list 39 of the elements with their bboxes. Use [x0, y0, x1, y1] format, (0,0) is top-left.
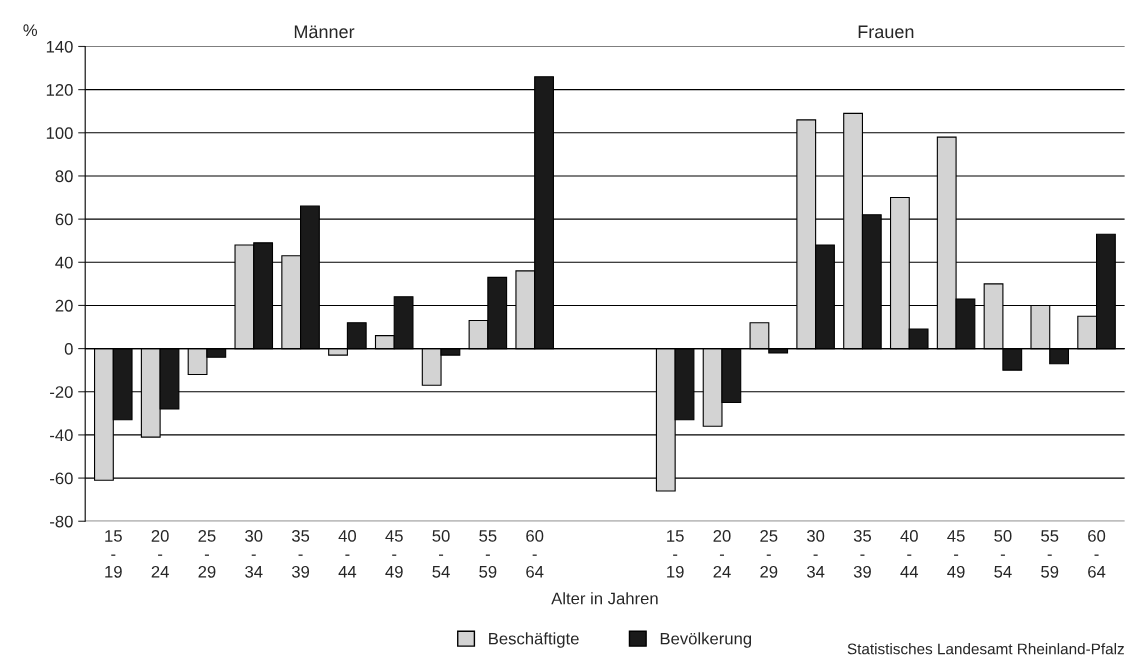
x-tick-label: 20 - 24 [151, 530, 169, 578]
x-tick-label: 60 - 64 [1088, 530, 1106, 578]
y-tick-label: -20 [50, 386, 73, 398]
text: Frauen [858, 25, 914, 39]
y-axis-title: % [23, 24, 38, 36]
y-tick-label: -60 [50, 472, 73, 485]
x-tick-label: 45 - 49 [385, 530, 403, 578]
x-tick-label: 50 - 54 [432, 530, 450, 578]
y-tick-label: 0 [64, 343, 73, 355]
y-tick-label: 40 [55, 256, 73, 269]
x-tick-label: 55 - 59 [1041, 530, 1059, 578]
y-tick-label: -40 [50, 429, 73, 442]
x-tick-label: 30 - 34 [245, 530, 263, 578]
x-tick-label: 35 - 39 [853, 530, 872, 578]
x-tick-label: 25 - 29 [760, 530, 778, 578]
x-tick-label: 50 - 54 [994, 530, 1012, 578]
x-tick-label: 15 - 19 [105, 530, 122, 578]
legend-label: Bevölkerung [660, 632, 752, 648]
x-tick-label: 15 - 19 [667, 530, 684, 578]
x-tick-label: 55 - 59 [479, 530, 497, 578]
x-tick-label: 20 - 24 [713, 530, 731, 578]
x-tick-label: 60 - 64 [526, 530, 544, 578]
y-tick-label: 60 [55, 213, 73, 226]
x-tick-label: 45 - 49 [947, 530, 965, 578]
y-tick-label: 20 [55, 299, 73, 312]
y-tick-label: 140 [46, 40, 73, 53]
y-tick-label: 120 [46, 84, 73, 96]
x-tick-label: 35 - 39 [291, 530, 310, 578]
y-tick-label: 100 [46, 127, 73, 139]
legend-label: Beschäftigte [489, 632, 579, 648]
x-tick-label: 40 - 44 [900, 530, 919, 578]
x-tick-label: 40 - 44 [338, 530, 357, 578]
x-tick-label: 25 - 29 [198, 530, 216, 578]
x-tick-label: 30 - 34 [806, 530, 825, 578]
text: Statistisches Landesamt Rheinland-Pfalz [847, 643, 1124, 655]
y-tick-label: 80 [55, 170, 73, 183]
text: Männer [294, 25, 355, 39]
x-axis-title: Alter in Jahren [551, 592, 658, 605]
y-tick-label: -80 [50, 515, 73, 528]
